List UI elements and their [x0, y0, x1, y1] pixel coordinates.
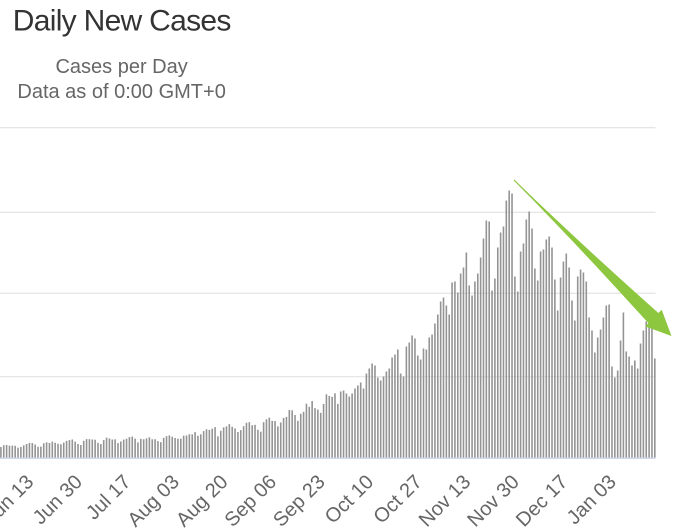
svg-text:Sep 06: Sep 06: [221, 471, 281, 531]
svg-text:Sep 23: Sep 23: [269, 471, 329, 531]
svg-text:Data as of 0:00 GMT+0: Data as of 0:00 GMT+0: [17, 81, 225, 103]
svg-text:Aug 20: Aug 20: [172, 471, 232, 531]
svg-text:Jun 13: Jun 13: [0, 471, 38, 529]
svg-text:Oct 10: Oct 10: [321, 471, 378, 528]
svg-text:Nov 13: Nov 13: [415, 471, 475, 531]
svg-text:Daily New Cases: Daily New Cases: [13, 4, 231, 37]
svg-text:Cases per Day: Cases per Day: [55, 56, 187, 78]
svg-text:Nov 30: Nov 30: [463, 471, 523, 531]
svg-text:Aug 03: Aug 03: [124, 471, 184, 531]
svg-text:Jun 30: Jun 30: [29, 471, 87, 529]
svg-text:Jan 03: Jan 03: [563, 471, 621, 529]
svg-text:Dec 17: Dec 17: [512, 471, 572, 531]
